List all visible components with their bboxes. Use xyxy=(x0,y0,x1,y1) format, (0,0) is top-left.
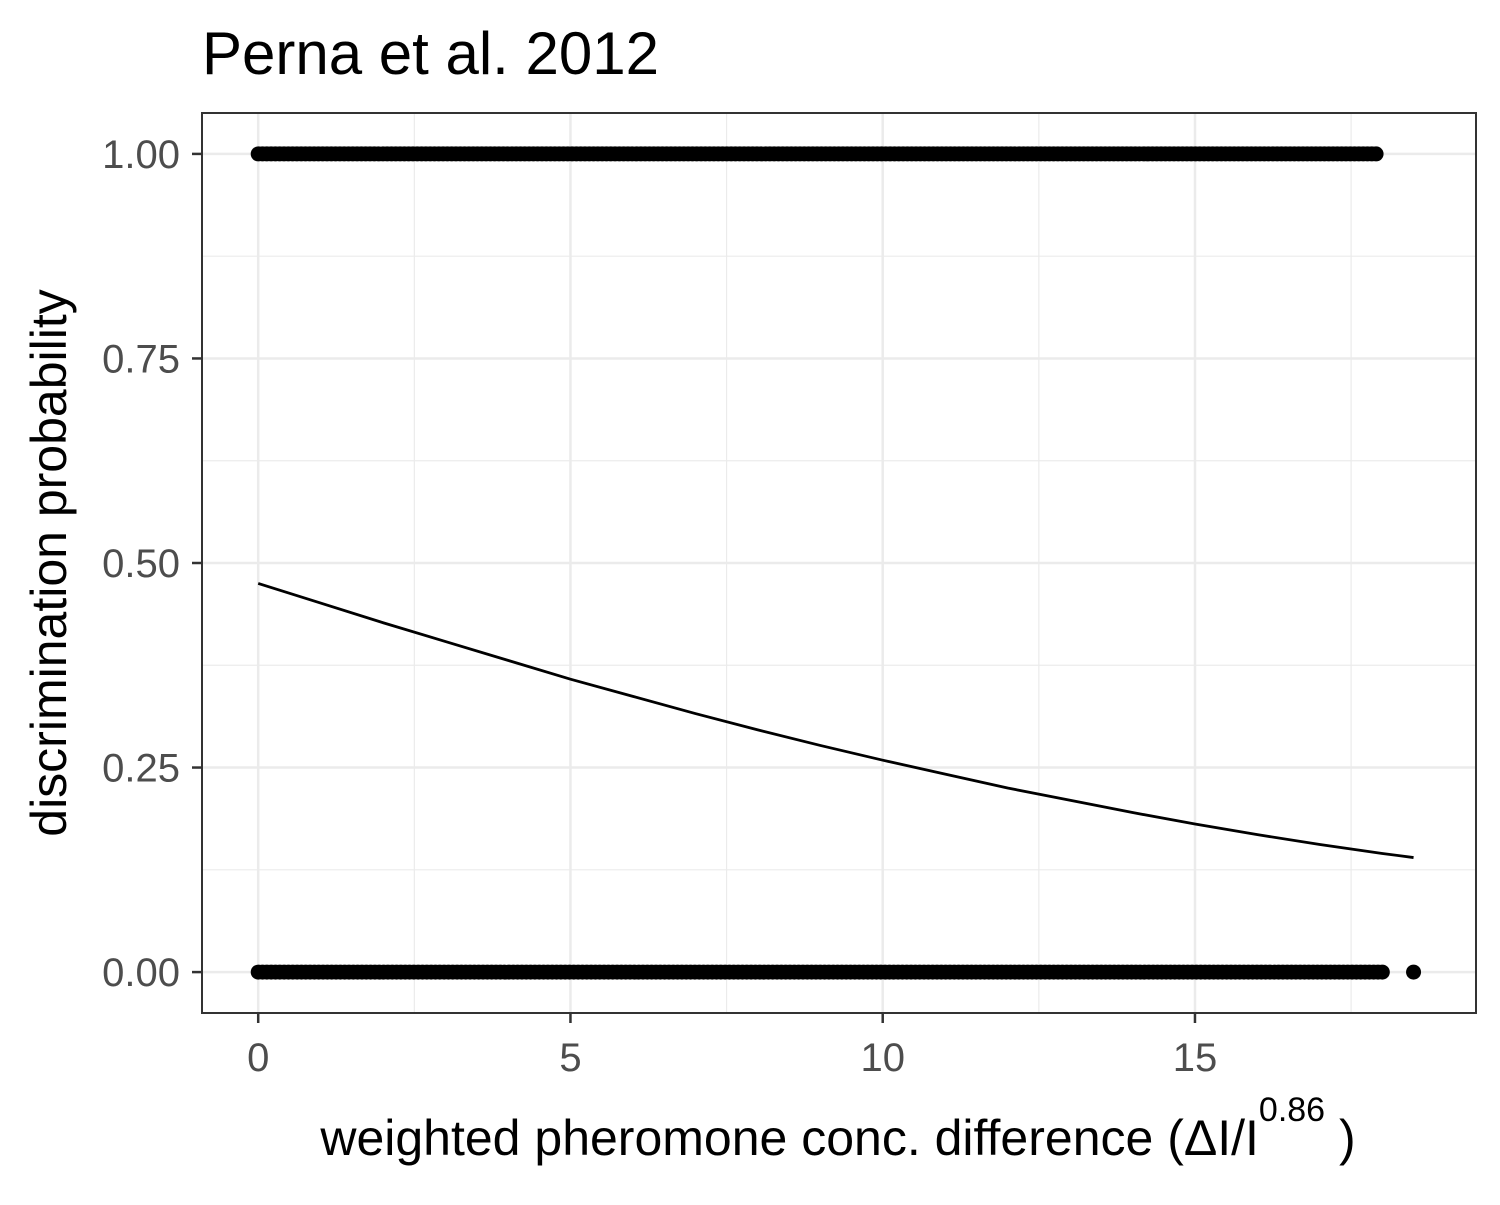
x-axis-label-close: ) xyxy=(1325,1110,1356,1166)
x-tick-labels: 0 5 10 15 xyxy=(247,1036,1217,1080)
fitted-curve-layer xyxy=(257,582,1414,859)
data-point xyxy=(1406,964,1422,980)
x-tick-label: 15 xyxy=(1173,1036,1218,1080)
grid-major xyxy=(202,113,1476,1013)
x-axis-label: weighted pheromone conc. difference (ΔI/… xyxy=(319,1091,1355,1166)
data-point xyxy=(1374,964,1390,980)
fitted-curve xyxy=(257,582,1414,859)
y-tick-labels: 0.00 0.25 0.50 0.75 1.00 xyxy=(102,133,180,995)
x-axis-label-main: weighted pheromone conc. difference (ΔI/… xyxy=(319,1110,1259,1166)
axis-ticks xyxy=(192,152,1197,1023)
grid-minor xyxy=(202,113,1476,1013)
x-tick-label: 0 xyxy=(247,1036,269,1080)
y-tick-label: 0.75 xyxy=(102,337,180,381)
x-axis-label-exponent: 0.86 xyxy=(1259,1091,1325,1129)
y-axis-label: discrimination probability xyxy=(21,289,77,836)
data-points xyxy=(250,146,1422,980)
data-point xyxy=(1368,146,1384,162)
y-tick-label: 1.00 xyxy=(102,133,180,177)
y-tick-label: 0.00 xyxy=(102,951,180,995)
x-tick-label: 5 xyxy=(559,1036,581,1080)
chart-title: Perna et al. 2012 xyxy=(202,20,659,87)
y-tick-label: 0.50 xyxy=(102,542,180,586)
y-tick-label: 0.25 xyxy=(102,747,180,791)
x-tick-label: 10 xyxy=(860,1036,905,1080)
